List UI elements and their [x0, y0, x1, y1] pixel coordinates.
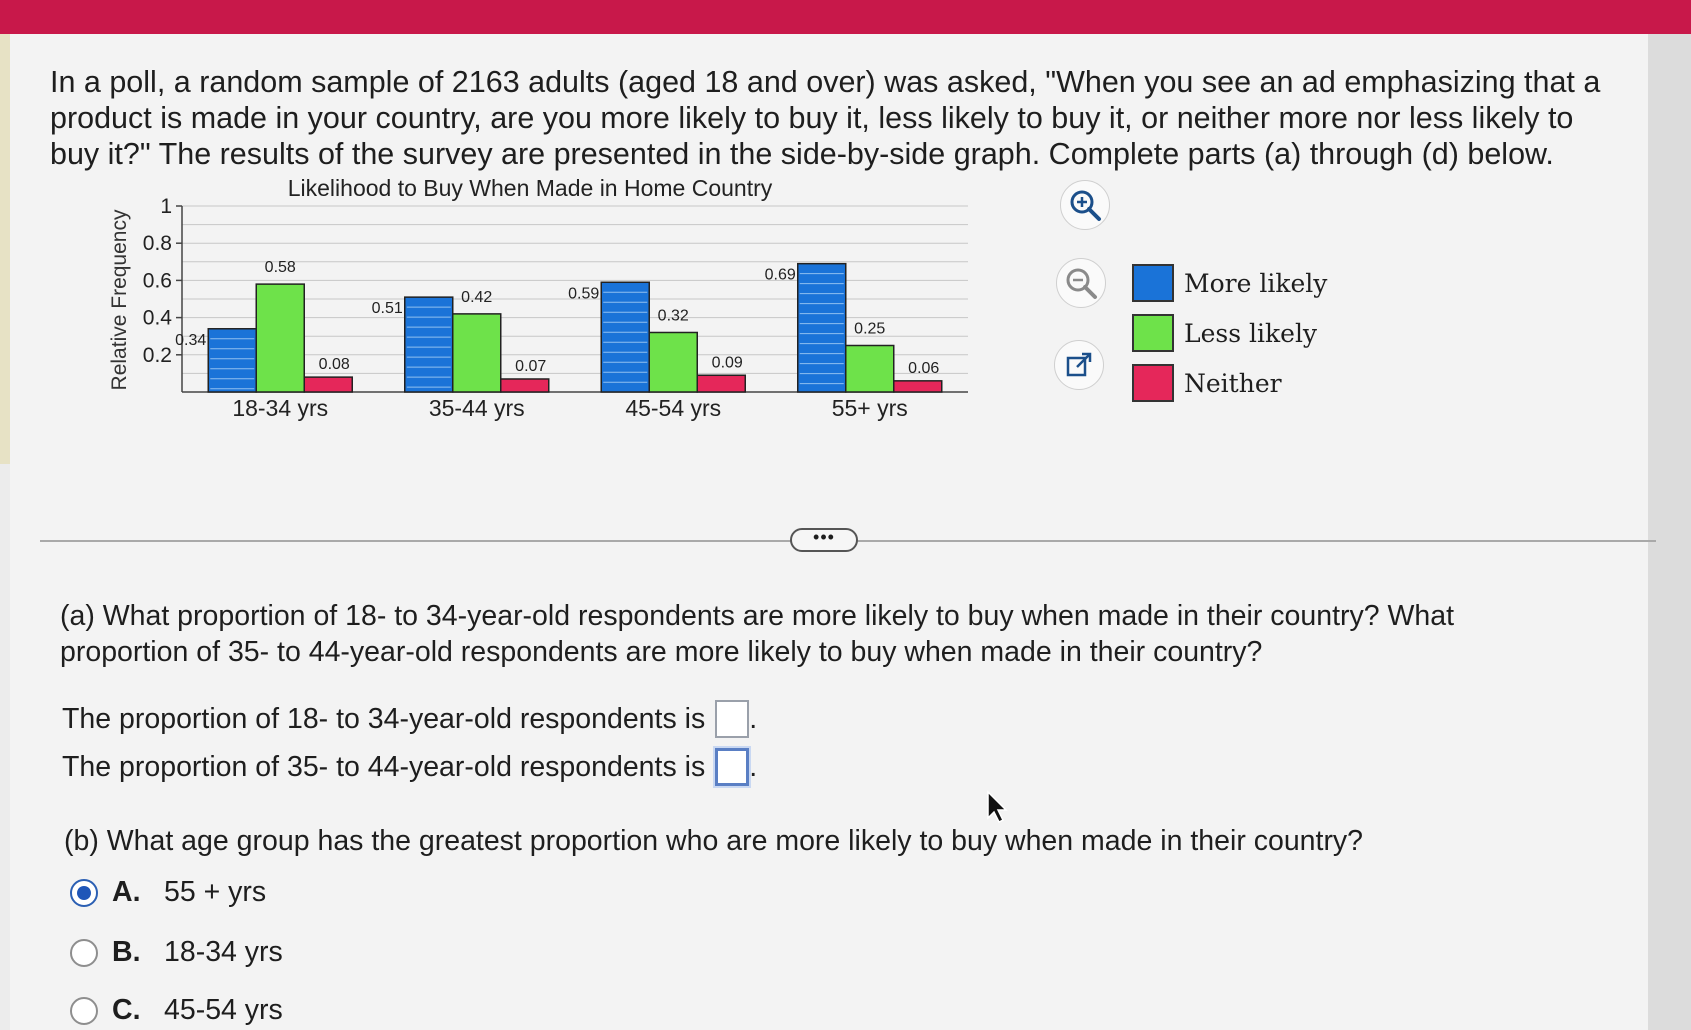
y-axis-label: Relative Frequency [108, 209, 131, 390]
radio-option-c[interactable] [70, 996, 98, 1025]
y-tick-label: 0.4 [143, 307, 173, 330]
option-a[interactable]: A. 55 + yrs [70, 876, 266, 909]
x-category-label: 35-44 yrs [429, 395, 525, 421]
data-label: 0.25 [854, 321, 885, 338]
legend-label-neither: Neither [1184, 368, 1282, 398]
x-category-label: 55+ yrs [832, 395, 908, 421]
problem-statement: In a poll, a random sample of 2163 adult… [50, 65, 1601, 171]
option-a-letter: A. [112, 876, 141, 908]
data-label: 0.69 [765, 267, 796, 284]
mouse-pointer-icon [987, 790, 1008, 824]
option-b-text: 18-34 yrs [164, 936, 283, 968]
data-label: 0.59 [568, 285, 599, 302]
data-label: 0.34 [175, 332, 206, 349]
zoom-out-button[interactable] [1056, 258, 1106, 308]
legend-label-less-likely: Less likely [1184, 318, 1318, 348]
data-label: 0.06 [908, 360, 939, 377]
part-a-line-2-text: The proportion of 35- to 44-year-old res… [62, 750, 706, 783]
bar-less-likely [452, 313, 502, 393]
right-scroll-area[interactable] [1648, 34, 1691, 1030]
bar-neither [696, 374, 746, 393]
bar-chart: Likelihood to Buy When Made in Home Coun… [108, 175, 968, 421]
zoom-in-icon [1070, 190, 1101, 221]
bar-less-likely [255, 283, 305, 393]
option-c[interactable]: C. 45-54 yrs [70, 994, 283, 1027]
option-c-letter: C. [112, 994, 141, 1026]
bar-less-likely [648, 331, 698, 393]
x-category-label: 18-34 yrs [232, 395, 328, 421]
part-a-question: (a) What proportion of 18- to 34-year-ol… [60, 600, 1455, 668]
answer-input-18-34[interactable] [715, 700, 750, 738]
option-b[interactable]: B. 18-34 yrs [70, 936, 283, 969]
option-a-text: 55 + yrs [164, 876, 267, 908]
legend-item-less-likely: Less likely [1132, 308, 1327, 358]
bar-more-likely [404, 296, 454, 393]
bar-neither [500, 378, 550, 393]
part-a-answer-line-1: The proportion of 18- to 34-year-old res… [62, 700, 757, 738]
radio-option-b[interactable] [70, 938, 98, 967]
option-c-text: 45-54 yrs [164, 994, 283, 1026]
left-margin [0, 34, 10, 464]
zoom-out-icon [1066, 268, 1097, 299]
top-bar [0, 0, 1691, 34]
data-label: 0.07 [515, 358, 546, 375]
legend-label-more-likely: More likely [1184, 268, 1328, 298]
part-a-answer-line-2: The proportion of 35- to 44-year-old res… [62, 748, 757, 786]
y-tick-label: 0.8 [143, 232, 172, 255]
bar-more-likely [600, 281, 650, 393]
expand-more-button[interactable]: ••• [790, 528, 858, 552]
legend-item-neither: Neither [1132, 358, 1327, 408]
y-tick-label: 0.6 [143, 269, 172, 292]
option-b-letter: B. [112, 936, 141, 968]
chart-legend: More likely Less likely Neither [1132, 258, 1327, 408]
legend-swatch-neither [1132, 364, 1174, 402]
bar-less-likely [845, 344, 895, 393]
data-label: 0.58 [265, 259, 296, 276]
part-b-question: (b) What age group has the greatest prop… [64, 825, 1364, 857]
bar-more-likely [797, 262, 847, 393]
bar-more-likely [207, 328, 257, 393]
zoom-in-button[interactable] [1060, 180, 1110, 230]
radio-option-a[interactable] [70, 878, 98, 907]
data-label: 0.32 [658, 307, 689, 324]
legend-item-more-likely: More likely [1132, 258, 1327, 308]
period: . [749, 750, 758, 783]
data-label: 0.09 [712, 354, 743, 371]
chart-title: Likelihood to Buy When Made in Home Coun… [288, 175, 773, 201]
bar-neither [303, 376, 353, 393]
data-label: 0.08 [319, 356, 350, 373]
answer-input-35-44[interactable] [715, 748, 750, 786]
y-tick-label: 0.2 [143, 344, 172, 367]
legend-swatch-less-likely [1132, 314, 1174, 352]
bar-neither [893, 380, 943, 393]
question-page: In a poll, a random sample of 2163 adult… [10, 34, 1648, 1030]
x-category-label: 45-54 yrs [625, 395, 721, 421]
data-label: 0.42 [461, 289, 492, 306]
part-a-line-1-text: The proportion of 18- to 34-year-old res… [62, 702, 706, 735]
data-label: 0.51 [372, 300, 403, 317]
popout-button[interactable] [1054, 340, 1104, 390]
y-tick-label: 1 [160, 195, 172, 218]
period: . [749, 702, 758, 735]
legend-swatch-more-likely [1132, 264, 1174, 302]
external-link-icon [1066, 352, 1092, 377]
